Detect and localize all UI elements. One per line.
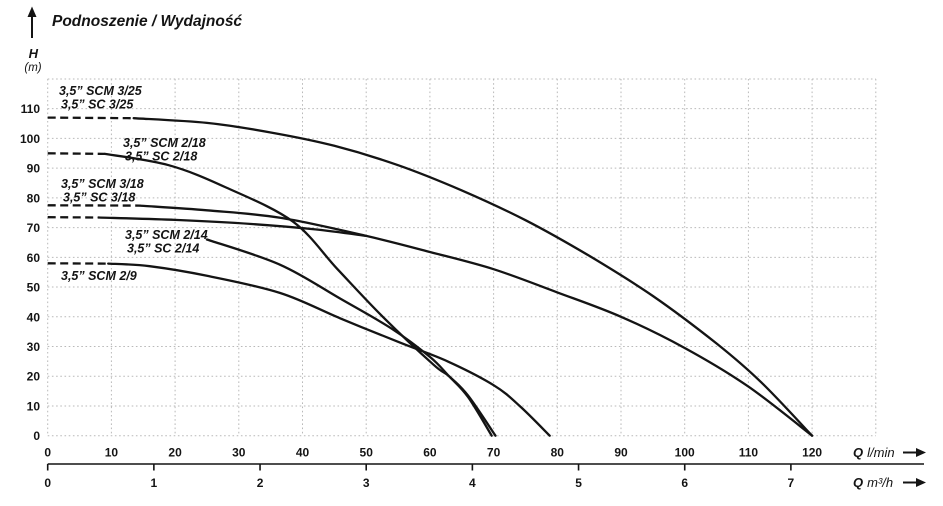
chart-header: Podnoszenie / Wydajność H (m) — [24, 6, 242, 74]
curve-label-line: 3,5” SC 3/18 — [63, 191, 135, 205]
y-tick-label: 110 — [21, 102, 41, 116]
curve-label-line: 3,5” SCM 2/14 — [125, 228, 208, 242]
curve-scm2-14 — [205, 238, 493, 437]
y-tick-label: 70 — [27, 221, 41, 235]
x-tick-label-lmin: 50 — [360, 446, 374, 460]
curve-label-scm2-14: 3,5” SCM 2/14 3,5” SC 2/14 — [125, 228, 208, 256]
curve-scm2-18-dashed — [47, 152, 106, 156]
curve-label-scm3-25: 3,5” SCM 3/25 3,5” SC 3/25 — [59, 84, 143, 112]
x-tick-label-m3h: 4 — [469, 476, 476, 490]
curve-labels: 3,5” SCM 3/25 3,5” SC 3/253,5” SCM 2/18 3,… — [59, 84, 208, 283]
y-tick-label: 80 — [27, 191, 41, 205]
curve-label-line: 3,5” SCM 2/9 — [61, 269, 137, 283]
x-tick-label-lmin: 90 — [614, 446, 628, 460]
x-tick-label-m3h: 1 — [151, 476, 158, 490]
y-tick-label: 50 — [27, 281, 41, 295]
x-tick-label-lmin: 110 — [739, 446, 759, 460]
x-tick-label-lmin: 0 — [44, 446, 51, 460]
y-tick-label: 20 — [27, 370, 41, 384]
x-tick-label-lmin: 40 — [296, 446, 310, 460]
y-tick-label: 100 — [20, 132, 40, 146]
curve-label-line: 3,5” SC 2/18 — [125, 150, 197, 164]
x-tick-label-lmin: 20 — [168, 446, 182, 460]
curve-label-line: 3,5” SC 2/14 — [127, 242, 199, 256]
right-arrow-head-icon — [916, 478, 926, 487]
chart-title: Podnoszenie / Wydajność — [52, 13, 242, 30]
right-arrow-head-icon — [916, 448, 926, 457]
y-tick-label: 0 — [33, 429, 40, 443]
x-tick-label-m3h: 5 — [575, 476, 582, 490]
x-tick-label-lmin: 80 — [551, 446, 565, 460]
gridlines — [47, 78, 877, 437]
x-tick-label-lmin: 30 — [232, 446, 246, 460]
x-tick-label-lmin: 100 — [675, 446, 695, 460]
y-axis-symbol: H — [29, 46, 39, 61]
pump-curves — [47, 116, 814, 437]
curve-label-line: 3,5” SC 3/25 — [61, 98, 134, 112]
curve-label-scm2-9: 3,5” SCM 2/9 — [61, 269, 137, 283]
x-tick-label-lmin: 120 — [802, 446, 822, 460]
curve-label-line: 3,5” SCM 3/25 — [59, 84, 143, 98]
curve-label-scm2-18: 3,5” SCM 2/18 3,5” SC 2/18 — [123, 136, 206, 164]
y-tick-label: 90 — [27, 162, 41, 176]
x-tick-label-lmin: 60 — [423, 446, 437, 460]
curve-scm2-18 — [103, 152, 497, 437]
y-tick-label: 30 — [27, 340, 41, 354]
x-tick-label-m3h: 7 — [788, 476, 795, 490]
y-axis-unit: (m) — [24, 62, 41, 74]
curve-label-line: 3,5” SCM 3/18 — [61, 177, 144, 191]
y-tick-label: 10 — [27, 399, 41, 413]
curve-scm3-25 — [132, 117, 814, 437]
curve-scm3-18 — [138, 204, 814, 437]
curve-label-scm3-18: 3,5” SCM 3/18 3,5” SC 3/18 — [61, 177, 144, 205]
y-tick-label: 60 — [27, 251, 41, 265]
x-tick-label-m3h: 2 — [257, 476, 264, 490]
curve-scm2-9 — [107, 262, 551, 437]
x-tick-label-lmin: 70 — [487, 446, 501, 460]
x-tick-label-lmin: 10 — [105, 446, 119, 460]
curve-sc3-18-branch — [97, 216, 368, 238]
x-tick-label-m3h: 6 — [681, 476, 688, 490]
x-tick-label-m3h: 0 — [44, 476, 51, 490]
curve-scm3-25-dashed — [47, 116, 134, 120]
x-tick-label-m3h: 3 — [363, 476, 370, 490]
up-arrow-head-icon — [27, 6, 37, 17]
curve-label-line: 3,5” SCM 2/18 — [123, 136, 206, 150]
y-tick-label: 40 — [27, 310, 41, 324]
